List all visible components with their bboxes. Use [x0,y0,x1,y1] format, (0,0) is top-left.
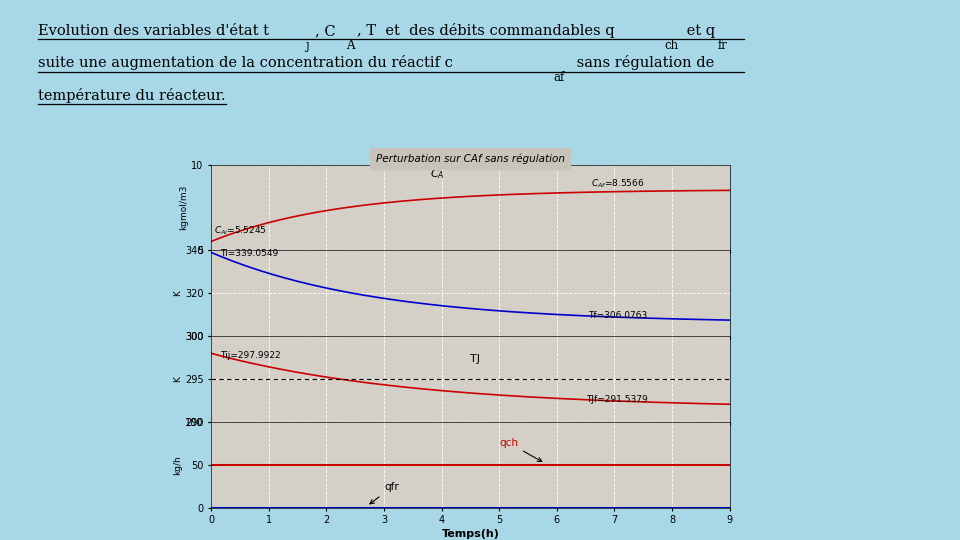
Text: Evolution des variables d'état t: Evolution des variables d'état t [38,24,270,38]
Text: Ti=339.0549: Ti=339.0549 [220,249,278,258]
Text: Tf=306.0763: Tf=306.0763 [588,311,648,320]
Y-axis label: K: K [174,291,182,296]
Y-axis label: K: K [173,376,182,382]
Text: qfr: qfr [370,482,398,504]
Text: $C_{Af}$=8.5566: $C_{Af}$=8.5566 [591,177,645,190]
Text: $C_{Ai}$=5.5245: $C_{Ai}$=5.5245 [214,224,267,237]
Y-axis label: kgmol/m3: kgmol/m3 [180,185,188,230]
Title: Perturbation sur CAf sans régulation: Perturbation sur CAf sans régulation [376,153,564,164]
Text: fr: fr [718,38,728,52]
Text: qch: qch [499,438,541,462]
X-axis label: Temps(h): Temps(h) [442,529,499,539]
Text: suite une augmentation de la concentration du réactif c: suite une augmentation de la concentrati… [38,56,453,71]
Text: température du réacteur.: température du réacteur. [38,88,226,103]
Text: $C_A$: $C_A$ [430,167,444,180]
Text: A: A [346,38,354,52]
Text: TJ: TJ [470,354,480,364]
Text: af: af [553,71,564,84]
Text: ch: ch [664,38,679,52]
Text: , C: , C [315,24,335,38]
Y-axis label: kg/h: kg/h [174,455,182,475]
Text: j: j [305,38,309,52]
Text: sans régulation de: sans régulation de [572,56,714,71]
Text: et q: et q [682,24,715,38]
Text: , T  et  des débits commandables q: , T et des débits commandables q [357,23,614,38]
Text: TJf=291.5379: TJf=291.5379 [586,395,647,404]
Text: Tij=297.9922: Tij=297.9922 [220,350,280,360]
